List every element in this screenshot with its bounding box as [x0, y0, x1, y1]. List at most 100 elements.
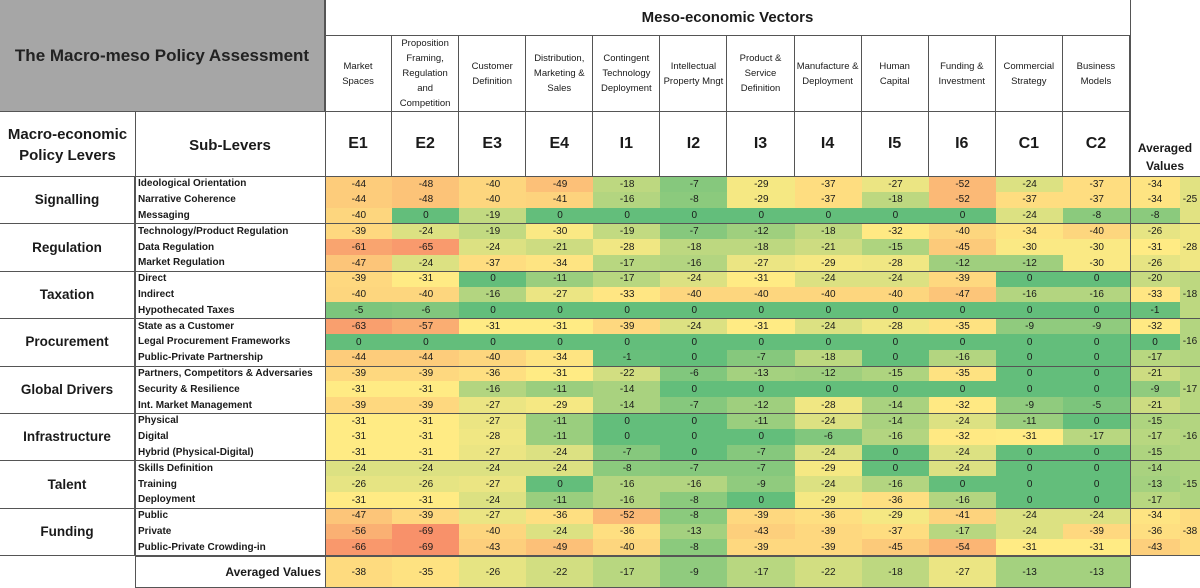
sub-lever-label: Public-Private Partnership — [138, 352, 264, 364]
heatmap-cell: -31 — [727, 318, 796, 335]
heatmap-cell: -31 — [392, 270, 460, 288]
heatmap-cell: -48 — [392, 176, 460, 193]
meso-vectors-title: Meso-economic Vectors — [325, 0, 1130, 36]
heatmap-cell: -39 — [727, 539, 796, 556]
row-average: -34 — [1130, 507, 1180, 525]
heatmap-cell: -27 — [526, 286, 594, 303]
group-average-1: -28 — [1180, 223, 1200, 271]
heatmap-cell: -49 — [526, 539, 594, 556]
sub-lever-label: Legal Procurement Frameworks — [138, 336, 291, 348]
heatmap-cell: -44 — [325, 176, 393, 193]
heatmap-cell: -24 — [995, 207, 1064, 224]
heatmap-cell: -29 — [727, 176, 796, 193]
column-average-cell: -9 — [660, 556, 729, 588]
heatmap-cell: -27 — [861, 176, 930, 193]
heatmap-cell: -40 — [459, 349, 527, 367]
group-label-1: Regulation — [0, 223, 135, 271]
heatmap-cell: -12 — [727, 223, 796, 240]
heatmap-cell: -24 — [660, 270, 729, 288]
row-average: -34 — [1130, 191, 1180, 209]
heatmap-cell: -31 — [325, 381, 393, 398]
heatmap-cell: 0 — [995, 334, 1064, 351]
row-average: -20 — [1130, 270, 1180, 288]
heatmap-cell: -31 — [392, 444, 460, 461]
heatmap-cell: -37 — [794, 191, 863, 209]
group-label-3: Procurement — [0, 318, 135, 366]
column-code-i4: I4 — [795, 111, 862, 176]
heatmap-cell: -31 — [995, 539, 1064, 556]
heatmap-cell: -49 — [526, 176, 594, 193]
heatmap-cell: -66 — [325, 539, 393, 556]
heatmap-cell: -16 — [593, 476, 661, 493]
heatmap-cell: -18 — [794, 223, 863, 240]
row-average: -17 — [1130, 492, 1180, 509]
heatmap-cell: -24 — [794, 444, 863, 461]
heatmap-cell: -17 — [928, 523, 997, 540]
cells-left-line — [325, 0, 326, 588]
column-name-i2: Intellectual Property Mngt — [660, 36, 728, 111]
heatmap-cell: -41 — [928, 507, 997, 525]
group-divider — [0, 365, 1200, 367]
heatmap-cell: -40 — [325, 286, 393, 303]
column-code-e4: E4 — [526, 111, 594, 176]
column-name-c2: Business Models — [1063, 36, 1130, 111]
heatmap-cell: -37 — [1062, 176, 1131, 193]
heatmap-cell: -7 — [660, 460, 729, 477]
heatmap-cell: 0 — [995, 460, 1064, 477]
heatmap-cell: -24 — [794, 270, 863, 288]
heatmap-cell: -36 — [526, 507, 594, 525]
heatmap-cell: -31 — [325, 428, 393, 446]
heatmap-cell: -11 — [995, 413, 1064, 430]
footer-top-line — [135, 556, 1130, 557]
heatmap-cell: -29 — [526, 397, 594, 414]
heatmap-cell: -14 — [861, 413, 930, 430]
column-name-i4: Manufacture & Deployment — [795, 36, 862, 111]
heatmap-cell: 0 — [861, 207, 930, 224]
heatmap-cell: -28 — [861, 318, 930, 335]
heatmap-cell: 0 — [995, 365, 1064, 382]
heatmap-cell: -41 — [526, 191, 594, 209]
heatmap-cell: -40 — [593, 539, 661, 556]
group-label-7: Funding — [0, 507, 135, 556]
heatmap-cell: -31 — [325, 492, 393, 509]
heatmap-cell: -17 — [593, 270, 661, 288]
column-name-i3: Product & Service Definition — [727, 36, 795, 111]
heatmap-cell: 0 — [1062, 302, 1131, 319]
heatmap-cell: -28 — [794, 397, 863, 414]
heatmap-cell: -29 — [794, 255, 863, 272]
heatmap-cell: -32 — [861, 223, 930, 240]
row-average: -26 — [1130, 223, 1180, 240]
sub-lever-label: Ideological Orientation — [138, 178, 247, 190]
column-code-i6: I6 — [929, 111, 996, 176]
heatmap-cell: -44 — [392, 349, 460, 367]
heatmap-cell: -30 — [1062, 255, 1131, 272]
heatmap-cell: -40 — [727, 286, 796, 303]
heatmap-cell: 0 — [928, 302, 997, 319]
heatmap-cell: 0 — [861, 302, 930, 319]
heatmap-cell: 0 — [727, 428, 796, 446]
heatmap-cell: -30 — [1062, 239, 1131, 256]
heatmap-cell: -16 — [928, 492, 997, 509]
heatmap-cell: -28 — [593, 239, 661, 256]
heatmap-cell: 0 — [995, 270, 1064, 288]
heatmap-cell: 0 — [660, 334, 729, 351]
row-average: 0 — [1130, 334, 1180, 351]
heatmap-cell: -27 — [459, 476, 527, 493]
heatmap-cell: -39 — [593, 318, 661, 335]
sub-lever-label: Messaging — [138, 209, 190, 221]
column-average-cell: -27 — [928, 556, 997, 588]
heatmap-cell: -9 — [1062, 318, 1131, 335]
heatmap-cell: -33 — [593, 286, 661, 303]
heatmap-cell: -39 — [325, 223, 393, 240]
heatmap-cell: -24 — [325, 460, 393, 477]
heatmap-cell: -27 — [727, 255, 796, 272]
heatmap-cell: 0 — [861, 444, 930, 461]
heatmap-cell: -24 — [526, 460, 594, 477]
heatmap-cell: -31 — [526, 365, 594, 382]
heatmap-cell: -24 — [928, 460, 997, 477]
heatmap-cell: -47 — [325, 255, 393, 272]
sub-lever-label: Indirect — [138, 288, 175, 300]
heatmap-cell: -8 — [1062, 207, 1131, 224]
column-name-e3: Customer Definition — [459, 36, 527, 111]
heatmap-cell: 0 — [727, 492, 796, 509]
